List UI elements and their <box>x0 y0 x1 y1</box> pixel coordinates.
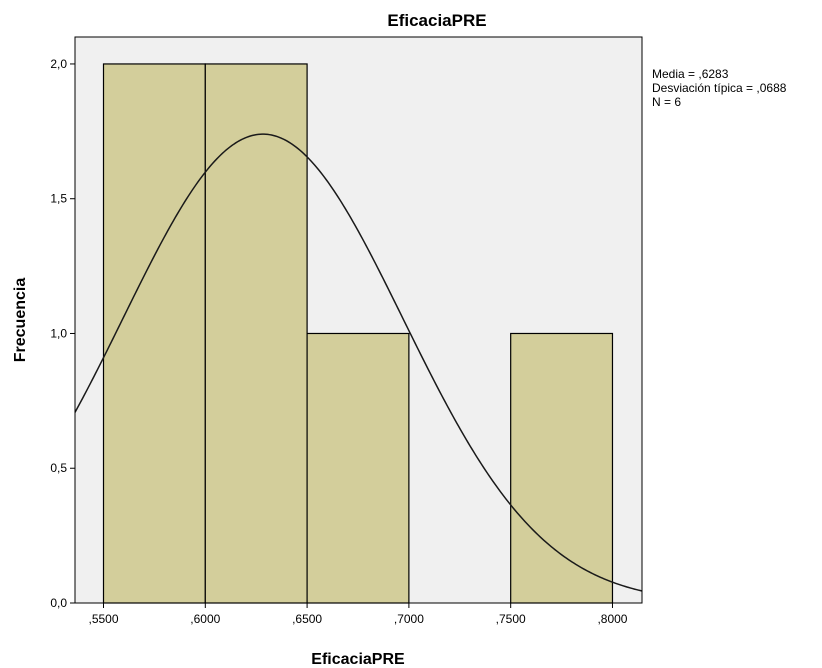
normal-curve <box>74 133 643 592</box>
y-tick-label: 0,0 <box>50 596 67 610</box>
y-tick-label: 1,5 <box>50 192 67 206</box>
histogram-bar <box>306 332 410 604</box>
plot-frame <box>74 36 643 604</box>
stats-std: Desviación típica = ,0688 <box>652 81 787 95</box>
chart-title: EficaciaPRE <box>387 11 486 30</box>
stats-n: N = 6 <box>652 95 681 109</box>
x-tick-label: ,7500 <box>496 612 526 626</box>
x-axis: ,5500 ,6000 ,6500 ,7000 ,7500 ,8000 <box>88 603 628 626</box>
stats-legend: Media = ,6283 Desviación típica = ,0688 … <box>652 67 787 109</box>
bars-group <box>102 63 614 604</box>
stats-mean: Media = ,6283 <box>652 67 729 81</box>
y-tick-label: 0,5 <box>50 461 67 475</box>
x-axis-title: EficaciaPRE <box>311 651 405 668</box>
histogram-bar <box>204 63 308 604</box>
y-axis-title: Frecuencia <box>12 278 29 363</box>
x-tick-label: ,5500 <box>88 612 118 626</box>
x-tick-label: ,8000 <box>597 612 627 626</box>
y-tick-label: 2,0 <box>50 57 67 71</box>
x-tick-label: ,7000 <box>394 612 424 626</box>
y-tick-label: 1,0 <box>50 326 67 340</box>
x-tick-label: ,6500 <box>292 612 322 626</box>
y-axis: 0,0 0,5 1,0 1,5 2,0 <box>50 57 75 610</box>
x-tick-label: ,6000 <box>190 612 220 626</box>
histogram-bar <box>510 332 614 604</box>
histogram-bar <box>102 63 206 604</box>
